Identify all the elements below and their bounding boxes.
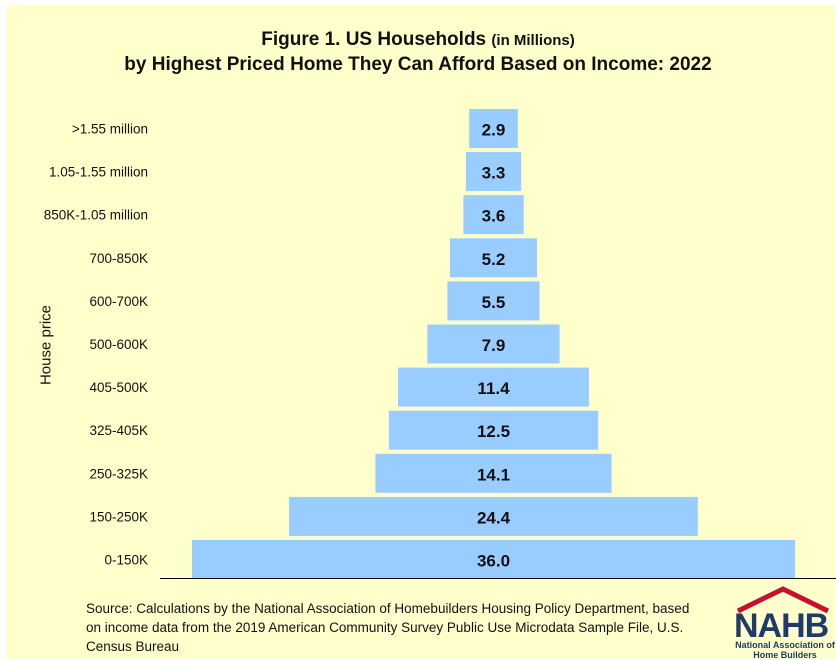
bar-9 bbox=[375, 453, 612, 493]
bar-7 bbox=[398, 367, 589, 407]
value-label-3: 3.6 bbox=[482, 207, 506, 226]
value-label-11: 36.0 bbox=[477, 552, 510, 571]
bar-11 bbox=[192, 540, 795, 579]
category-label-8: 325-405K bbox=[89, 423, 148, 438]
bar-1 bbox=[469, 109, 518, 148]
value-label-5: 5.5 bbox=[482, 293, 506, 312]
nahb-logo bbox=[736, 586, 830, 614]
bar-10 bbox=[289, 496, 698, 536]
value-label-1: 2.9 bbox=[482, 121, 506, 140]
chart-title-line-1: Figure 1. US Households (in Millions) bbox=[0, 28, 836, 53]
category-label-3: 850K-1.05 million bbox=[44, 208, 148, 223]
logo-roof bbox=[736, 586, 830, 614]
logo-subtitle: National Association of Home Builders bbox=[735, 640, 835, 660]
chart-title-line-2: by Highest Priced Home They Can Afford B… bbox=[124, 54, 712, 75]
bar-5 bbox=[447, 281, 540, 321]
category-label-2: 1.05-1.55 million bbox=[49, 165, 148, 180]
category-label-9: 250-325K bbox=[89, 466, 148, 481]
bar-6 bbox=[427, 324, 560, 364]
category-label-7: 405-500K bbox=[89, 380, 148, 395]
bar-4 bbox=[449, 238, 537, 278]
value-label-10: 24.4 bbox=[477, 508, 511, 527]
value-label-2: 3.3 bbox=[482, 164, 506, 183]
bar-2 bbox=[465, 152, 522, 192]
source-note: Source: Calculations by the National Ass… bbox=[86, 601, 690, 654]
value-label-6: 7.9 bbox=[482, 336, 506, 355]
chart-title-units: (in Millions) bbox=[491, 32, 575, 49]
category-label-4: 700-850K bbox=[89, 251, 148, 266]
category-label-10: 150-250K bbox=[89, 509, 148, 524]
logo-wordmark: NAHB bbox=[734, 607, 829, 645]
value-label-9: 14.1 bbox=[477, 465, 510, 484]
value-label-4: 5.2 bbox=[482, 250, 506, 269]
category-label-11: 0-150K bbox=[104, 553, 148, 568]
category-label-5: 600-700K bbox=[89, 294, 148, 309]
chart-title-main: Figure 1. US Households bbox=[261, 29, 487, 50]
value-label-8: 12.5 bbox=[477, 422, 510, 441]
category-label-6: 500-600K bbox=[89, 337, 148, 352]
category-label-1: >1.55 million bbox=[72, 122, 148, 137]
bar-3 bbox=[463, 195, 524, 235]
bar-8 bbox=[388, 410, 599, 450]
value-label-7: 11.4 bbox=[477, 379, 510, 398]
